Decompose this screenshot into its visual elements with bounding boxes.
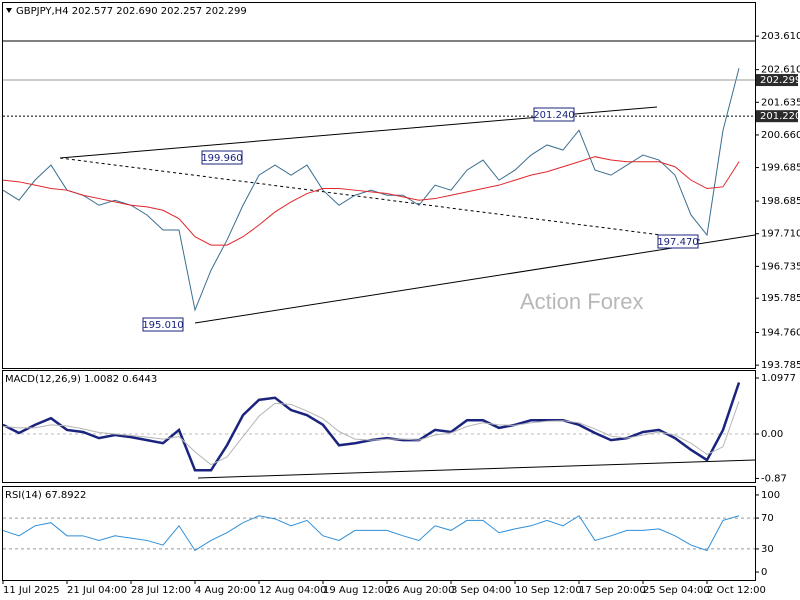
y-tick-label: 198.685 xyxy=(761,196,800,207)
series-line xyxy=(2,156,740,246)
y-tick-label: 195.785 xyxy=(761,293,800,304)
price-label: 202.299 xyxy=(760,75,800,86)
y-tick-label: 1.0977 xyxy=(761,373,796,384)
annotation-box xyxy=(533,107,575,122)
y-tick-label: 197.710 xyxy=(761,229,800,240)
y-tick-label: 70 xyxy=(761,513,774,524)
y-tick-label: 193.785 xyxy=(761,360,800,371)
x-tick-label: 19 Aug 12:00 xyxy=(323,585,390,596)
annotation-box xyxy=(201,150,243,165)
annotation: 201.240 xyxy=(533,110,574,121)
price-panel xyxy=(2,2,756,369)
x-tick-label: 12 Aug 04:00 xyxy=(259,585,326,596)
y-tick-label: -0.87 xyxy=(761,473,787,484)
macd-trendline xyxy=(197,459,756,479)
macd-panel xyxy=(2,370,756,483)
annotation-box xyxy=(657,234,699,249)
rsi-title: RSI(14) 67.8922 xyxy=(5,490,86,501)
y-tick-label: 203.610 xyxy=(761,31,800,42)
price-label: 201.220 xyxy=(760,111,800,122)
y-tick-label: 194.760 xyxy=(761,328,800,339)
annotation: 197.470 xyxy=(657,237,698,248)
x-tick-label: 3 Sep 04:00 xyxy=(451,585,511,596)
lower-trendline xyxy=(194,234,756,324)
chart-title: GBPJPY,H4 202.577 202.690 202.257 202.29… xyxy=(16,6,247,17)
x-tick-label: 11 Jul 2025 xyxy=(3,585,60,596)
price-label-box xyxy=(756,110,798,123)
y-tick-label: 30 xyxy=(761,544,774,555)
y-tick-label: 199.685 xyxy=(761,163,800,174)
annotation: 195.010 xyxy=(142,320,183,331)
x-tick-label: 21 Jul 04:00 xyxy=(67,585,127,596)
annotation-box xyxy=(142,317,184,332)
y-tick-label: 100 xyxy=(761,490,780,501)
x-tick-label: 17 Sep 20:00 xyxy=(579,585,646,596)
series-line xyxy=(2,68,740,312)
x-tick-label: 2 Oct 12:00 xyxy=(707,585,766,596)
y-tick-label: 0.00 xyxy=(761,429,783,440)
x-tick-label: 26 Aug 20:00 xyxy=(387,585,454,596)
y-tick-label: 202.610 xyxy=(761,65,800,76)
series-line xyxy=(2,401,740,466)
menu-triangle xyxy=(6,8,12,13)
y-tick-label: 201.635 xyxy=(761,97,800,108)
x-tick-label: 28 Jul 12:00 xyxy=(131,585,191,596)
watermark: Action Forex xyxy=(520,289,644,314)
x-tick-label: 25 Sep 04:00 xyxy=(643,585,710,596)
y-tick-label: 200.660 xyxy=(761,130,800,141)
price-label-box xyxy=(756,74,798,87)
y-tick-label: 0 xyxy=(761,567,767,578)
macd-title: MACD(12,26,9) 1.0082 0.6443 xyxy=(5,374,157,385)
x-tick-label: 4 Aug 20:00 xyxy=(195,585,256,596)
series-line xyxy=(2,515,740,552)
rsi-panel xyxy=(2,486,756,581)
x-tick-label: 10 Sep 12:00 xyxy=(515,585,582,596)
annotation: 199.960 xyxy=(201,153,242,164)
y-tick-label: 196.735 xyxy=(761,261,800,272)
